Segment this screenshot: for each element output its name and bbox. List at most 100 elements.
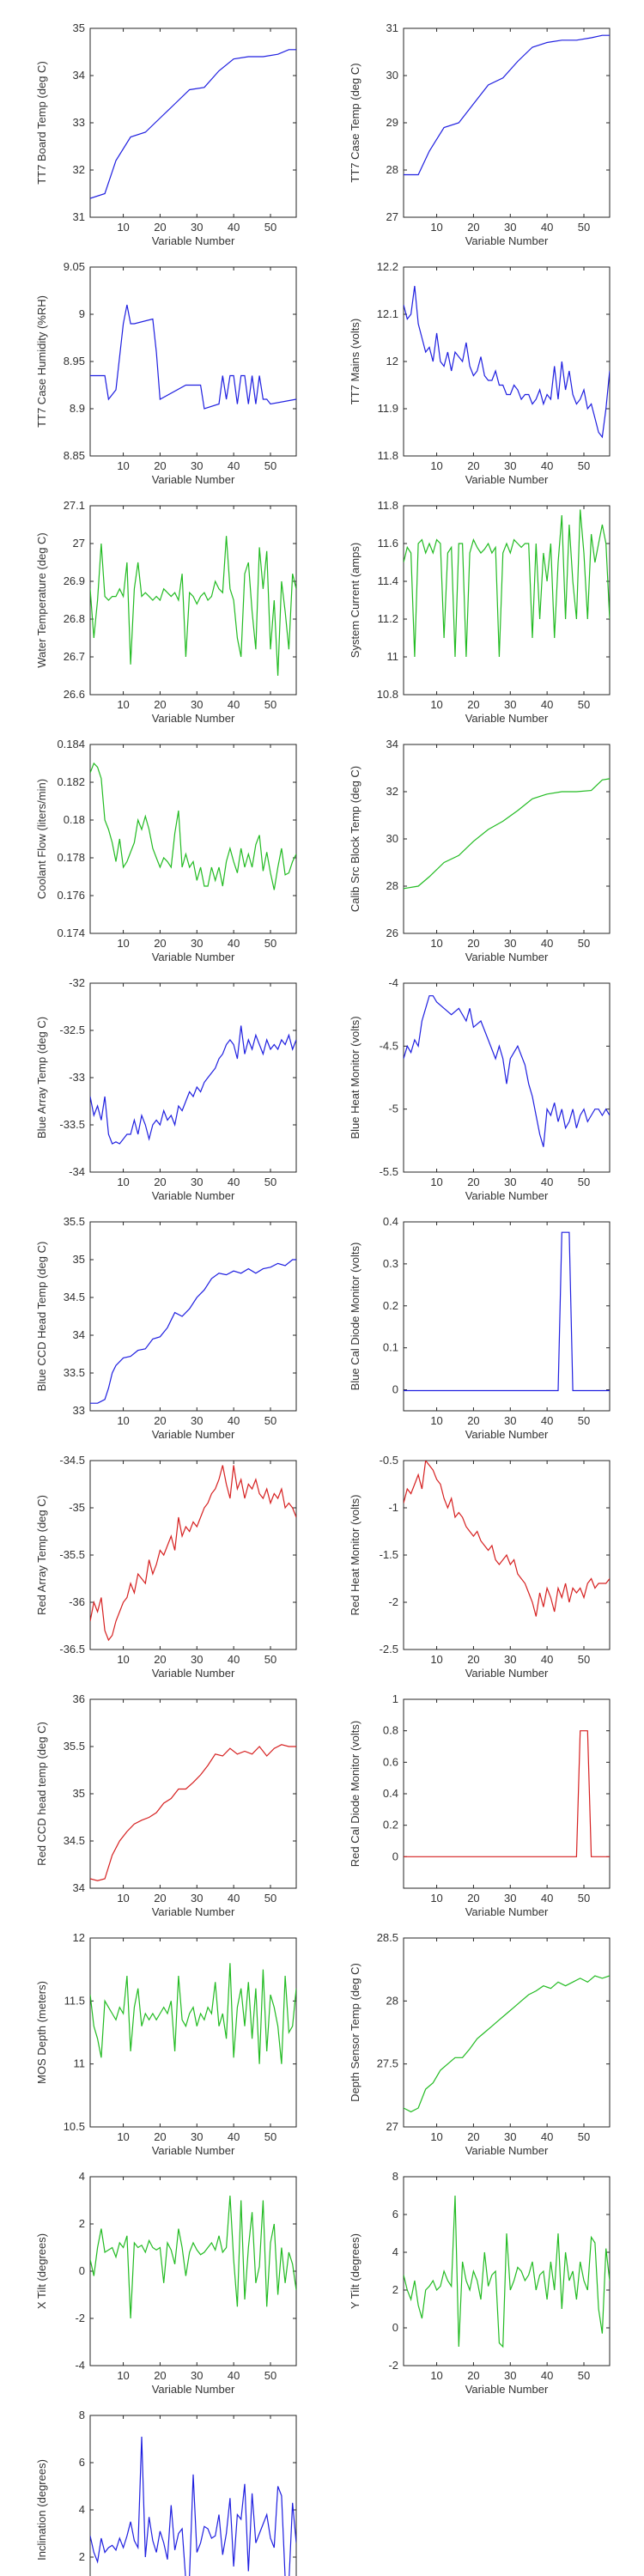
x-tick-label: 20 <box>467 459 479 472</box>
y-tick-label: 1 <box>392 1692 398 1705</box>
y-tick-label: 10.8 <box>377 688 398 701</box>
x-axis-label: Variable Number <box>152 1667 235 1680</box>
plot-frame <box>403 2176 611 2366</box>
y-tick-label: 8.9 <box>70 402 85 415</box>
series-line <box>90 762 296 890</box>
y-tick-label: 11.8 <box>378 499 398 512</box>
x-tick-label: 40 <box>228 1892 240 1905</box>
series-line <box>404 995 610 1147</box>
plot-frame <box>403 744 611 934</box>
x-tick-label: 40 <box>228 2130 240 2143</box>
x-tick-label: 20 <box>154 937 166 950</box>
x-tick-label: 10 <box>117 2369 129 2382</box>
y-tick-label: 2 <box>392 2283 398 2296</box>
x-tick-label: 20 <box>154 2369 166 2382</box>
y-axis-label: Blue CCD Head Temp (deg C) <box>35 1242 48 1392</box>
series-line <box>404 2195 610 2348</box>
y-tick-label: 12.2 <box>377 260 398 273</box>
y-tick-label: -34 <box>69 1165 85 1178</box>
x-tick-label: 40 <box>228 1414 240 1427</box>
y-tick-label: 11.6 <box>378 537 398 550</box>
x-tick-label: 50 <box>578 1176 590 1188</box>
x-tick-label: 20 <box>467 1176 479 1188</box>
x-tick-label: 40 <box>541 937 553 950</box>
chart-9: 10 20 30 40 50 -34 -33.5 -33 -32.5 -32 Variable Nu… <box>35 976 297 1202</box>
x-tick-label: 10 <box>430 1892 442 1905</box>
x-tick-label: 50 <box>578 2130 590 2143</box>
x-tick-label: 10 <box>430 937 442 950</box>
chart-6: 10 20 30 40 50 10.8 11 11.2 11.4 11.6 11.8 Variable… <box>349 499 611 725</box>
x-axis-label: Variable Number <box>152 2144 235 2157</box>
y-tick-label: 12 <box>73 1931 85 1944</box>
plot-frame <box>89 266 297 457</box>
y-tick-label: 11 <box>74 2057 86 2070</box>
y-tick-label: 0.4 <box>383 1215 398 1228</box>
x-tick-label: 30 <box>504 1176 516 1188</box>
y-tick-label: 27.1 <box>64 499 85 512</box>
x-tick-label: 50 <box>578 698 590 711</box>
y-tick-label: -2 <box>388 2359 398 2372</box>
plot-frame <box>89 1698 297 1889</box>
y-tick-label: 0.1 <box>383 1341 398 1354</box>
x-tick-label: 30 <box>191 1653 203 1666</box>
x-tick-label: 40 <box>541 1653 553 1666</box>
y-tick-label: 35 <box>73 1253 85 1266</box>
x-tick-label: 50 <box>578 937 590 950</box>
y-tick-label: 12 <box>386 355 398 368</box>
chart-7: 10 20 30 40 50 0.174 0.176 0.178 0.18 0.182 0.184 V… <box>35 738 297 963</box>
x-tick-label: 20 <box>467 221 479 234</box>
y-tick-label: -32.5 <box>59 1024 85 1036</box>
series-line <box>404 1461 610 1617</box>
y-tick-label: 0.182 <box>57 775 85 788</box>
y-tick-label: 31 <box>73 210 85 223</box>
y-axis-label: Blue Heat Monitor (volts) <box>349 1016 361 1139</box>
series-line <box>90 1744 296 1881</box>
x-tick-label: 40 <box>228 2369 240 2382</box>
y-tick-label: 11.8 <box>378 449 398 462</box>
plot-frame <box>89 1937 297 2128</box>
x-tick-label: 40 <box>228 937 240 950</box>
y-tick-label: 0.178 <box>57 851 85 864</box>
plot-frame <box>89 505 297 696</box>
y-tick-label: 30 <box>386 69 398 82</box>
x-tick-label: 10 <box>117 698 129 711</box>
y-tick-label: -33 <box>69 1071 85 1084</box>
y-axis-label: System Current (amps) <box>349 543 361 658</box>
x-axis-label: Variable Number <box>465 2144 549 2157</box>
y-tick-label: -2 <box>388 1595 398 1608</box>
x-tick-label: 30 <box>504 698 516 711</box>
x-tick-label: 50 <box>578 1653 590 1666</box>
x-tick-label: 10 <box>117 221 129 234</box>
series-line <box>404 1975 610 2113</box>
y-tick-label: -35 <box>69 1501 85 1514</box>
y-axis-label: Red CCD head temp (deg C) <box>35 1722 48 1866</box>
x-tick-label: 20 <box>467 1653 479 1666</box>
y-tick-label: 26.8 <box>64 612 85 625</box>
y-tick-label: 0.8 <box>383 1724 398 1737</box>
y-tick-label: 26 <box>386 927 398 939</box>
chart-18: 10 20 30 40 50 27 27.5 28 28.5 Variable Number Dep… <box>349 1931 611 2157</box>
y-axis-label: Y Tilt (degrees) <box>349 2233 361 2309</box>
y-tick-label: 8.95 <box>64 355 85 368</box>
x-tick-label: 10 <box>430 1414 442 1427</box>
series-line <box>90 1025 296 1145</box>
x-tick-label: 10 <box>117 1414 129 1427</box>
y-tick-label: 0.184 <box>57 738 85 750</box>
x-tick-label: 10 <box>117 1892 129 1905</box>
y-tick-label: 0.174 <box>57 927 85 939</box>
y-tick-label: 34 <box>386 738 398 750</box>
y-tick-label: 33 <box>73 1404 85 1417</box>
x-axis-label: Variable Number <box>465 473 549 486</box>
x-tick-label: 50 <box>264 698 276 711</box>
chart-3: 10 20 30 40 50 8.85 8.9 8.95 9 9.05 Variable Numbe… <box>35 260 297 486</box>
x-tick-label: 20 <box>467 2130 479 2143</box>
x-tick-label: 40 <box>541 1892 553 1905</box>
y-tick-label: 0 <box>392 2321 398 2334</box>
y-tick-label: 0.4 <box>383 1787 398 1800</box>
chart-13: 10 20 30 40 50 -36.5 -36 -35.5 -35 -34.5 Variable … <box>35 1454 297 1680</box>
x-axis-label: Variable Number <box>152 1428 235 1441</box>
x-tick-label: 10 <box>430 2369 442 2382</box>
x-tick-label: 50 <box>578 2369 590 2382</box>
x-tick-label: 30 <box>504 937 516 950</box>
